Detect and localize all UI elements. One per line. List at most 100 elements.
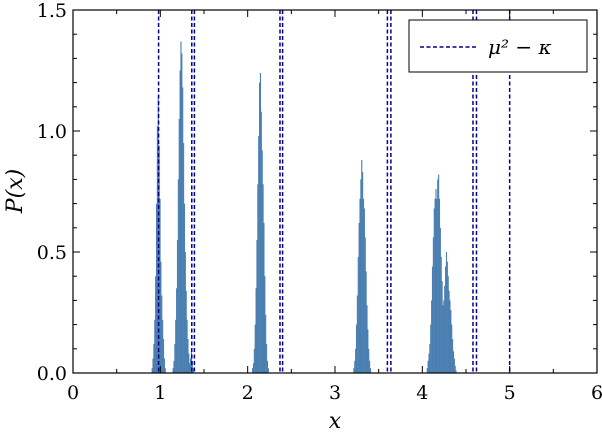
histogram-bar <box>435 189 437 373</box>
histogram-bar <box>267 368 269 373</box>
histogram-bar <box>430 324 432 373</box>
histogram-bar <box>189 363 191 373</box>
histogram-bar <box>258 135 260 373</box>
histogram-bar <box>442 305 444 373</box>
histogram-bar <box>440 256 442 373</box>
histogram-bar <box>438 174 440 373</box>
histogram-bar <box>454 365 456 373</box>
histogram-bar <box>362 198 365 373</box>
histogram-bar <box>427 360 429 373</box>
histogram-bar <box>175 319 177 373</box>
histogram-bar <box>154 319 156 373</box>
x-tick-label: 0 <box>67 382 79 404</box>
histogram-bar <box>266 360 268 373</box>
histogram-bar <box>353 368 355 373</box>
histogram-bar <box>452 351 455 373</box>
histogram-bar <box>265 314 267 373</box>
histogram-bar <box>185 290 187 373</box>
histogram-bar <box>429 343 431 373</box>
histogram-bar <box>431 266 434 373</box>
histogram-bar <box>177 179 179 373</box>
histogram-bar <box>357 256 359 373</box>
histogram-bar <box>446 261 448 373</box>
histogram-bar <box>450 310 452 373</box>
histogram-bar <box>252 368 254 373</box>
histogram-bar <box>356 295 358 373</box>
histogram-bar <box>359 198 361 373</box>
y-axis-ticks: 0.0 0.5 1.0 1.5 <box>37 0 597 385</box>
histogram-bar <box>262 184 264 373</box>
x-tick-label: 6 <box>591 382 602 404</box>
histogram-bar <box>367 329 369 373</box>
histogram-bar <box>260 111 262 373</box>
histogram-bar <box>163 358 165 373</box>
histogram-bar <box>445 266 447 373</box>
histogram-bar <box>261 150 263 373</box>
histogram-bar <box>252 363 255 373</box>
histogram-bar <box>259 72 262 374</box>
histogram-bar <box>354 360 356 373</box>
histogram-bar <box>444 285 446 373</box>
histogram-bar <box>183 203 186 373</box>
histogram-bar <box>438 198 441 373</box>
histogram-bar <box>365 271 367 373</box>
histogram-bar <box>174 343 176 373</box>
histogram-bar <box>155 276 157 373</box>
y-tick-label: 0.5 <box>37 242 67 264</box>
histogram-bar <box>161 295 163 373</box>
x-tick-label: 2 <box>242 382 254 404</box>
y-tick-label: 0.0 <box>37 363 67 385</box>
histogram-bar <box>447 276 449 373</box>
x-tick-label: 1 <box>154 382 166 404</box>
histogram-bar <box>183 143 185 373</box>
histogram-bar <box>366 305 368 373</box>
y-axis-title: P(x) <box>3 169 28 214</box>
histogram-bar <box>362 172 364 373</box>
histogram-bar <box>179 70 181 373</box>
histogram-bar <box>182 87 184 373</box>
histogram-bar <box>187 339 189 373</box>
histogram-bar <box>368 348 370 373</box>
x-tick-label: 4 <box>416 382 428 404</box>
histogram-bar <box>443 300 445 373</box>
histogram-bar <box>259 82 261 373</box>
histogram-bar <box>426 368 428 373</box>
histogram-bar <box>433 208 435 373</box>
y-tick-label: 1.0 <box>37 121 67 143</box>
histogram-bar <box>255 288 257 373</box>
histogram-bar <box>355 348 357 373</box>
histogram-bar <box>441 281 443 373</box>
y-tick-label: 1.5 <box>37 0 67 22</box>
histogram-bar <box>191 360 193 373</box>
histogram-bar <box>451 324 453 373</box>
histogram-bar <box>355 324 358 373</box>
histogram-bar <box>162 319 164 373</box>
histogram-bar <box>162 339 165 373</box>
x-tick-label: 3 <box>329 382 341 404</box>
histogram-bar <box>186 319 188 373</box>
histogram-bar <box>428 353 430 373</box>
histogram-bar <box>439 227 441 373</box>
histogram-bar <box>257 184 259 373</box>
histogram-bar <box>361 160 363 373</box>
histogram-bar <box>253 348 255 373</box>
histogram-bar <box>180 41 182 374</box>
histogram-bar <box>153 343 155 373</box>
histogram-bar <box>188 353 190 373</box>
histogram-bar <box>254 324 256 373</box>
histogram-bar <box>176 288 178 373</box>
histogram-bar <box>176 239 179 373</box>
histogram-bar <box>190 358 192 373</box>
histogram-bar <box>448 290 450 373</box>
histogram-bar <box>160 261 162 373</box>
legend: μ² − κ <box>408 19 588 73</box>
x-tick-label: 5 <box>504 382 516 404</box>
histogram-bar <box>263 222 265 373</box>
histogram-bar <box>164 368 166 373</box>
histogram-bar <box>453 358 455 373</box>
histogram-bar <box>155 203 158 373</box>
histogram-bar <box>449 300 451 373</box>
histogram-bar <box>358 222 360 373</box>
histogram-bar <box>184 252 186 373</box>
histogram-bar <box>360 179 362 373</box>
